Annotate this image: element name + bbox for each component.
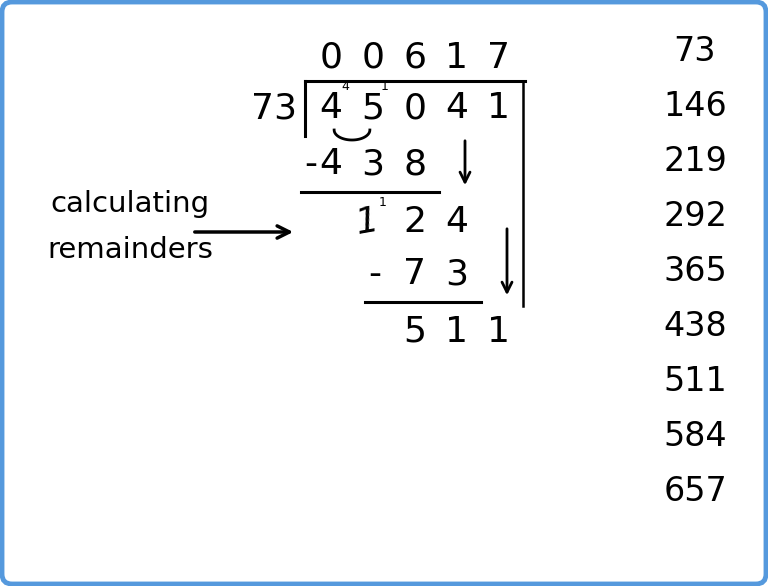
Text: calculating: calculating xyxy=(51,190,210,218)
Text: 438: 438 xyxy=(664,309,727,342)
Text: 657: 657 xyxy=(663,475,727,507)
Text: 7: 7 xyxy=(488,41,511,75)
Text: 292: 292 xyxy=(663,199,727,233)
Text: 2: 2 xyxy=(403,205,426,239)
Text: 4: 4 xyxy=(445,91,468,125)
Text: 4: 4 xyxy=(341,80,349,93)
Text: 511: 511 xyxy=(663,364,727,397)
Text: 0: 0 xyxy=(403,91,426,125)
Text: -: - xyxy=(304,147,317,181)
Text: 584: 584 xyxy=(664,420,727,452)
Text: 146: 146 xyxy=(663,90,727,122)
Text: 5: 5 xyxy=(403,315,426,349)
Text: 3: 3 xyxy=(362,147,385,181)
Text: 0: 0 xyxy=(362,41,385,75)
Text: remainders: remainders xyxy=(47,236,213,264)
Text: 1: 1 xyxy=(488,315,511,349)
Text: 8: 8 xyxy=(403,147,426,181)
Text: 3: 3 xyxy=(445,257,468,291)
Text: 219: 219 xyxy=(663,145,727,178)
Text: 0: 0 xyxy=(319,41,343,75)
Text: 365: 365 xyxy=(663,254,727,288)
Text: 1: 1 xyxy=(445,41,468,75)
Text: 73: 73 xyxy=(251,91,297,125)
Text: 73: 73 xyxy=(674,35,717,67)
Text: 4: 4 xyxy=(445,205,468,239)
Text: 1: 1 xyxy=(379,196,387,209)
Text: -: - xyxy=(369,257,382,291)
Text: 6: 6 xyxy=(403,41,426,75)
Text: 4: 4 xyxy=(319,147,343,181)
Text: 1: 1 xyxy=(381,80,389,93)
Text: 5: 5 xyxy=(362,91,385,125)
Text: 1: 1 xyxy=(445,315,468,349)
Text: 1: 1 xyxy=(353,203,381,241)
Text: 4: 4 xyxy=(319,91,343,125)
Text: 1: 1 xyxy=(488,91,511,125)
Text: 7: 7 xyxy=(403,257,426,291)
